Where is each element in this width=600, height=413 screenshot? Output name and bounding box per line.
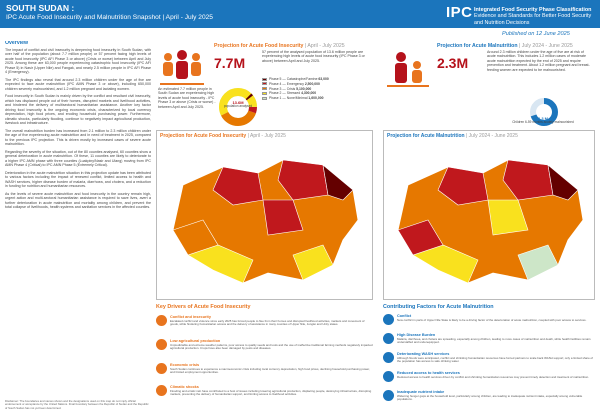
- page-title: SOUTH SUDAN :: [6, 3, 75, 13]
- contributing-factors-heading: Contributing Factors for Acute Malnutrit…: [383, 304, 494, 310]
- factor-text: New conflict in parts of Upper Nile Stat…: [397, 317, 587, 322]
- money-icon: [156, 363, 167, 374]
- factor-item: Reduced access to health services Reduce…: [383, 371, 595, 389]
- overview-paragraph: The impact of conflict and civil insecur…: [5, 47, 151, 75]
- factor-title: Inadequate nutrient intake: [397, 390, 445, 394]
- amn-donut-chart: [530, 98, 558, 126]
- factor-item: Deteriorating WASH services Although flo…: [383, 352, 595, 370]
- ipc-logo: IPC Integrated Food Security Phase Class…: [446, 4, 596, 26]
- factor-text: Malaria, diarrhoea, and cholera are spre…: [397, 336, 591, 344]
- amn-stat-period: July 2024 - June 2025: [521, 43, 573, 49]
- phase-swatch: [262, 82, 267, 86]
- factor-item: High Disease Burden Malaria, diarrhoea, …: [383, 333, 595, 351]
- driver-item: Conflict and insecurity Escalated confli…: [156, 315, 373, 337]
- ipc-logo-line2: Evidence and Standards for Better Food S…: [474, 13, 592, 26]
- driver-text: South Sudan continues to experience a ma…: [170, 366, 370, 374]
- mother-child-icon: [387, 52, 429, 87]
- driver-text: Unpredictable and extreme weather patter…: [170, 342, 373, 350]
- amn-map: [397, 159, 584, 284]
- afi-phase-legend: Phase 5 — Catastrophe/Famine 63,000 Phas…: [262, 77, 370, 101]
- legend-item: Phase 4 — Emergency 2,500,000: [262, 82, 370, 87]
- afi-donut-caption: 57 percent of the analysed population of…: [262, 50, 365, 63]
- driver-item: Climatic shocks Flooding and erratic rai…: [156, 385, 373, 407]
- flood-icon: [156, 385, 167, 396]
- factor-item: Inadequate nutrient intake Widening hung…: [383, 390, 595, 408]
- factor-title: Conflict: [397, 314, 412, 318]
- afi-stat-title: Projection for Acute Food Insecurity | A…: [214, 43, 345, 49]
- driver-title: Low agricultural production: [170, 339, 221, 343]
- driver-item: Low agricultural production Unpredictabl…: [156, 339, 373, 361]
- driver-text: Escalated conflict and violence since ea…: [170, 318, 365, 326]
- water-icon: [383, 352, 394, 363]
- amn-big-number: 2.3M: [437, 55, 469, 71]
- overview-paragraph: The IPC findings also reveal that around…: [5, 77, 151, 91]
- page-subtitle: IPC Acute Food Insecurity and Malnutriti…: [6, 14, 213, 21]
- food-icon: [383, 390, 394, 401]
- afi-stat-period: April - July 2025: [307, 43, 345, 49]
- afi-map-panel: Projection for Acute Food Insecurity | A…: [156, 130, 373, 300]
- factor-title: Deteriorating WASH services: [397, 352, 450, 356]
- amn-map-title: Projection for Acute Malnutrition | July…: [387, 133, 518, 139]
- amn-stat-description: Around 2.3 million children under the ag…: [487, 50, 590, 72]
- amn-stat-panel: Projection for Acute Malnutrition | July…: [383, 41, 595, 129]
- afi-map: [172, 159, 359, 284]
- amn-donut-center: 2.3 M Children 6-59 months acutely malno…: [512, 116, 574, 124]
- phase-swatch: [262, 77, 267, 81]
- driver-title: Economic crisis: [170, 363, 200, 367]
- afi-stat-description: An estimated 7.7 million people in South…: [158, 87, 216, 109]
- afi-map-title: Projection for Acute Food Insecurity | A…: [160, 133, 286, 139]
- amn-map-panel: Projection for Acute Malnutrition | July…: [383, 130, 595, 300]
- overview-paragraph: The overall malnutrition burden has incr…: [5, 128, 151, 147]
- driver-item: Economic crisis South Sudan continues to…: [156, 363, 373, 383]
- overview-section: Overview The impact of conflict and civi…: [5, 41, 151, 401]
- legend-item: Phase 5 — Catastrophe/Famine 63,000: [262, 77, 370, 82]
- driver-title: Conflict and insecurity: [170, 315, 211, 319]
- legend-item: Phase 1 — None/Minimal 1,600,000: [262, 96, 370, 101]
- factor-item: Conflict New conflict in parts of Upper …: [383, 314, 595, 332]
- health-icon: [383, 371, 394, 382]
- amn-stat-title: Projection for Acute Malnutrition | July…: [437, 43, 573, 49]
- people-group-icon: [160, 50, 204, 85]
- phase-swatch: [262, 96, 267, 100]
- factor-text: Reduced access to health services driven…: [397, 374, 590, 379]
- overview-heading: Overview: [5, 41, 29, 46]
- disease-icon: [383, 333, 394, 344]
- afi-donut-center: 13.6M population analysed: [223, 100, 253, 108]
- key-drivers-section: Key Drivers of Acute Food Insecurity Con…: [156, 304, 373, 410]
- ipc-logo-mark: IPC: [446, 4, 473, 21]
- conflict-icon: [383, 314, 394, 325]
- overview-paragraph: Deterioration in the acute malnutrition …: [5, 170, 151, 189]
- crop-icon: [156, 339, 167, 350]
- key-drivers-heading: Key Drivers of Acute Food Insecurity: [156, 304, 251, 310]
- contributing-factors-section: Contributing Factors for Acute Malnutrit…: [383, 304, 595, 410]
- driver-text: Flooding and erratic rain have contribut…: [170, 388, 372, 396]
- factor-title: Reduced access to health services: [397, 371, 460, 375]
- phase-swatch: [262, 87, 267, 91]
- afi-donut-chart: [219, 88, 257, 126]
- ipc-logo-line1: Integrated Food Security Phase Classific…: [474, 7, 592, 13]
- overview-paragraph: As the levels of severe acute malnutriti…: [5, 191, 151, 210]
- legend-item: Phase 2 — Stressed 4,300,000: [262, 91, 370, 96]
- overview-paragraph: Food insecurity in South Sudan is mainly…: [5, 94, 151, 125]
- factor-text: Although floods were anticipated, confli…: [397, 355, 593, 363]
- ipc-logo-text: Integrated Food Security Phase Classific…: [474, 7, 596, 26]
- published-date: Published on 12 June 2025: [502, 31, 570, 37]
- factor-text: Widening hunger gaps at the household le…: [397, 393, 583, 401]
- conflict-icon: [156, 315, 167, 326]
- overview-paragraph: Regarding the severity of the situation,…: [5, 149, 151, 168]
- phase-swatch: [262, 92, 267, 95]
- header-bar: SOUTH SUDAN : IPC Acute Food Insecurity …: [0, 0, 600, 28]
- afi-stat-panel: Projection for Acute Food Insecurity | A…: [156, 41, 373, 129]
- legend-item: Phase 3 — Crisis 5,100,000: [262, 87, 370, 92]
- driver-title: Climatic shocks: [170, 385, 199, 389]
- factor-title: High Disease Burden: [397, 333, 436, 337]
- disclaimer-footnote: Disclaimer: The boundaries and names sho…: [5, 399, 149, 410]
- afi-big-number: 7.7M: [214, 55, 246, 71]
